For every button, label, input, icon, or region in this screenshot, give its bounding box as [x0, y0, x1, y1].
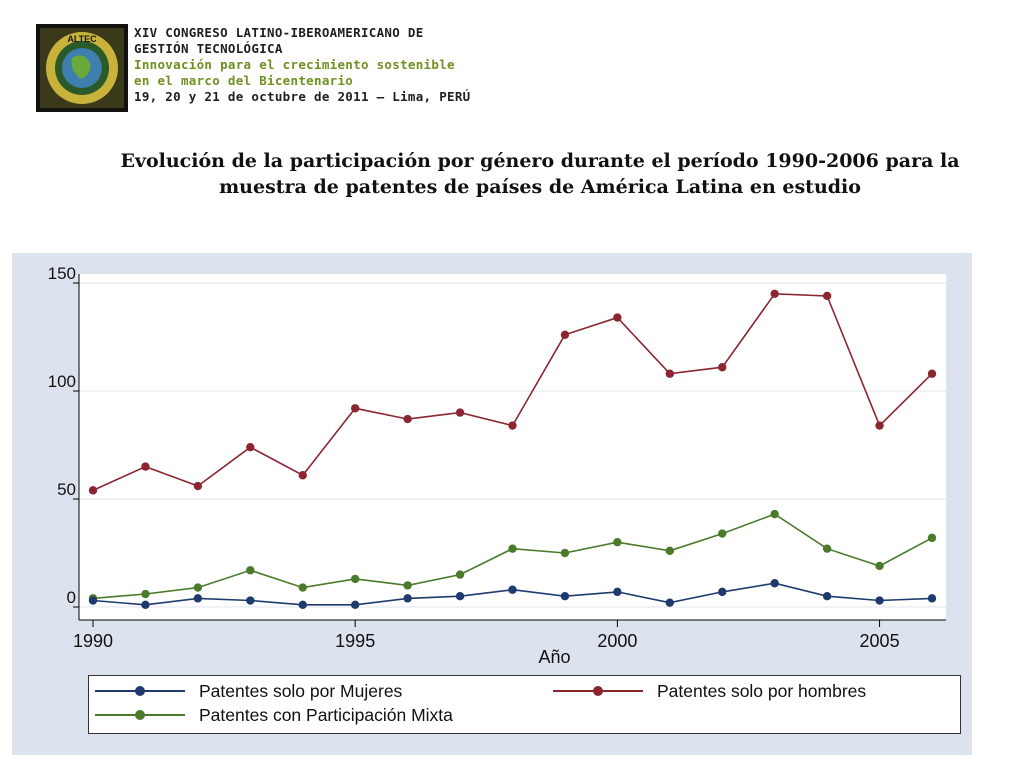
- data-point-0-6: [403, 594, 412, 603]
- y-tick-label: 150: [48, 264, 76, 283]
- legend-swatch-hombres: [553, 685, 643, 697]
- data-point-0-9: [560, 592, 570, 601]
- y-tick-label: 100: [48, 372, 76, 391]
- data-point-1-2: [193, 481, 203, 491]
- legend-swatch-mujeres: [95, 685, 185, 697]
- data-point-2-9: [560, 548, 570, 558]
- x-tick-label: 2005: [860, 631, 900, 651]
- data-point-0-10: [613, 587, 622, 597]
- data-point-0-14: [822, 592, 832, 601]
- data-point-1-3: [246, 442, 255, 452]
- data-point-2-5: [350, 574, 360, 584]
- slide-title-line-2: muestra de patentes de países de América…: [219, 176, 861, 198]
- data-point-1-16: [927, 369, 937, 378]
- data-point-0-2: [193, 594, 203, 603]
- data-point-2-16: [927, 533, 937, 543]
- y-tick-label: 50: [57, 480, 76, 499]
- data-point-1-6: [403, 414, 412, 424]
- x-tick-label: 2000: [597, 631, 637, 651]
- x-axis-label: Año: [538, 647, 570, 667]
- data-point-1-10: [613, 313, 622, 322]
- conference-line-1: XIV CONGRESO LATINO-IBEROAMERICANO DE: [134, 25, 424, 40]
- data-point-2-2: [193, 583, 203, 592]
- data-point-1-0: [88, 486, 98, 495]
- data-point-2-6: [403, 581, 412, 590]
- data-point-1-14: [822, 291, 832, 301]
- conference-line-5: 19, 20 y 21 de octubre de 2011 – Lima, P…: [134, 89, 471, 104]
- data-point-1-15: [875, 421, 884, 430]
- legend-label-mujeres: Patentes solo por Mujeres: [199, 680, 403, 701]
- data-point-0-15: [875, 596, 884, 605]
- data-point-1-1: [141, 462, 150, 471]
- data-point-2-7: [455, 570, 465, 579]
- data-point-0-13: [770, 579, 779, 588]
- data-point-1-8: [508, 421, 517, 430]
- y-tick-label: 0: [67, 588, 76, 607]
- data-point-2-13: [770, 509, 779, 519]
- data-point-2-10: [613, 538, 622, 547]
- data-point-1-13: [770, 289, 779, 298]
- data-point-2-4: [298, 583, 307, 592]
- data-point-2-8: [508, 544, 517, 553]
- data-point-0-4: [298, 600, 307, 610]
- x-tick-label: 1995: [335, 631, 375, 651]
- conference-line-2: GESTIÓN TECNOLÓGICA: [134, 41, 283, 56]
- data-point-0-0: [88, 596, 98, 605]
- data-point-2-14: [822, 544, 832, 553]
- data-point-2-3: [246, 566, 255, 575]
- data-point-0-1: [141, 600, 150, 610]
- legend-item-mujeres: Patentes solo por Mujeres: [95, 680, 402, 702]
- data-point-2-12: [718, 529, 727, 538]
- legend-item-hombres: Patentes solo por hombres: [553, 680, 866, 702]
- conference-line-4: en el marco del Bicentenario: [134, 73, 354, 88]
- data-point-0-7: [455, 592, 465, 601]
- conference-header: XIV CONGRESO LATINO-IBEROAMERICANO DE GE…: [134, 25, 471, 105]
- data-point-1-12: [718, 363, 727, 372]
- data-point-0-8: [508, 585, 517, 594]
- data-point-2-11: [665, 546, 675, 556]
- data-point-2-1: [141, 589, 150, 599]
- data-point-1-5: [350, 404, 360, 413]
- conference-line-3: Innovación para el crecimiento sostenibl…: [134, 57, 455, 72]
- legend-swatch-mixta: [95, 709, 185, 721]
- data-point-1-7: [455, 408, 465, 417]
- data-point-0-3: [246, 596, 255, 605]
- data-point-0-11: [665, 598, 675, 607]
- data-point-0-16: [927, 594, 937, 603]
- x-tick-label: 1990: [73, 631, 113, 651]
- data-point-1-4: [298, 471, 307, 480]
- logo-text: ALTEC: [67, 34, 97, 44]
- plot-area: [79, 274, 946, 620]
- data-point-1-11: [665, 369, 675, 378]
- data-point-2-15: [875, 561, 884, 571]
- altec-logo: ALTEC: [36, 24, 128, 112]
- data-point-1-9: [560, 330, 570, 340]
- legend-label-mixta: Patentes con Participación Mixta: [199, 704, 453, 725]
- chart-legend: Patentes solo por Mujeres Patentes solo …: [88, 675, 961, 734]
- legend-item-mixta: Patentes con Participación Mixta: [95, 704, 453, 726]
- data-point-0-5: [350, 600, 360, 610]
- legend-label-hombres: Patentes solo por hombres: [657, 680, 867, 701]
- data-point-0-12: [718, 587, 727, 597]
- slide-title: Evolución de la participación por género…: [40, 148, 1024, 200]
- slide-title-line-1: Evolución de la participación por género…: [120, 150, 960, 172]
